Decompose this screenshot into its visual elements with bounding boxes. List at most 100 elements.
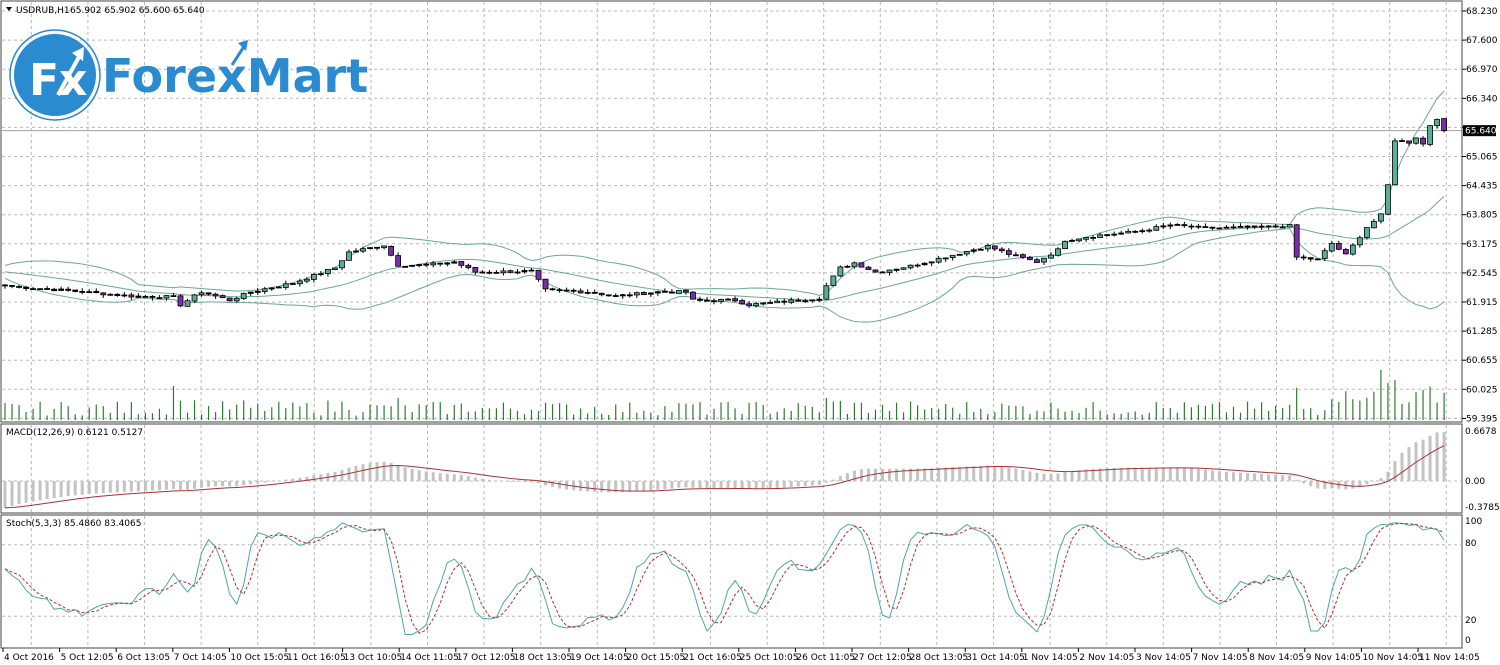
bull-candle-body <box>1286 224 1293 228</box>
bear-candle-body <box>79 291 86 293</box>
bear-candle-body <box>170 295 177 297</box>
candle <box>570 288 577 294</box>
bull-candle-body <box>956 253 963 256</box>
stoch-axis-100: 100 <box>1465 517 1482 527</box>
bull-candle-body <box>514 271 521 274</box>
bull-candle-body <box>654 291 661 294</box>
candle <box>388 245 395 257</box>
candle <box>907 264 914 270</box>
candle <box>65 286 72 292</box>
time-tick-label: 7 Oct 14:05 <box>174 653 227 663</box>
bear-candle-body <box>395 255 402 267</box>
candle <box>633 291 640 298</box>
time-tick-label: 5 Oct 12:05 <box>61 653 114 663</box>
bull-candle-body <box>1385 184 1391 215</box>
bear-candle-body <box>44 288 51 290</box>
candle <box>282 280 289 290</box>
bear-candle-body <box>577 290 584 294</box>
candle <box>697 296 703 302</box>
candle <box>1153 224 1160 231</box>
price-tick-label: 60.025 <box>1466 385 1498 395</box>
bear-candle-body <box>486 271 493 274</box>
candle <box>598 292 605 297</box>
bear-candle-body <box>1279 226 1286 229</box>
candle <box>507 269 514 274</box>
candle <box>37 288 43 291</box>
bear-candle-body <box>872 269 879 273</box>
bull-candle-body <box>851 262 858 268</box>
ohlc-values: 65.902 65.902 65.600 65.640 <box>70 6 205 16</box>
bear-candle-body <box>65 288 72 291</box>
candle <box>837 265 844 278</box>
bull-candle-body <box>325 268 331 275</box>
bear-candle-body <box>374 246 380 249</box>
bull-candle-body <box>1104 234 1111 236</box>
candle <box>963 251 970 257</box>
price-tick-label: 59.395 <box>1466 414 1498 424</box>
bear-candle-body <box>51 288 58 292</box>
bear-candle-body <box>535 269 542 280</box>
bull-candle-body <box>1237 226 1244 228</box>
candle <box>683 289 689 295</box>
dropdown-triangle-icon[interactable] <box>6 7 12 11</box>
time-tick-label: 27 Oct 12:05 <box>853 653 912 663</box>
bull-candle-body <box>240 292 247 300</box>
candle <box>1027 255 1033 261</box>
bear-candle-body <box>914 264 921 267</box>
main-price-panel[interactable] <box>0 0 1463 423</box>
price-tick-label: 63.175 <box>1466 240 1498 250</box>
bear-candle-body <box>9 285 15 287</box>
macd-signal-line <box>4 445 1445 509</box>
bear-candle-body <box>149 296 156 298</box>
candle <box>1427 125 1433 147</box>
macd-panel[interactable] <box>0 423 1463 514</box>
bull-candle-body <box>886 269 893 273</box>
candle <box>584 289 591 295</box>
bull-candle-body <box>409 264 416 267</box>
candle <box>1272 223 1279 229</box>
bull-candle-body <box>907 264 914 269</box>
candle <box>1321 247 1328 262</box>
candle <box>900 267 907 270</box>
candle <box>114 293 121 297</box>
candle <box>956 253 963 256</box>
candle <box>325 268 331 277</box>
candle <box>676 290 682 294</box>
current-price-label: 65.640 <box>1465 127 1497 137</box>
candle <box>998 247 1005 254</box>
bull-candle-body <box>633 292 640 296</box>
time-tick-label: 14 Oct 11:05 <box>400 653 459 663</box>
candle <box>1104 233 1111 237</box>
candle <box>1265 225 1272 230</box>
candle <box>802 298 809 303</box>
bull-candle-body <box>1195 225 1202 228</box>
candle <box>704 297 710 302</box>
candle <box>893 268 900 272</box>
candle <box>851 261 858 269</box>
candle <box>86 289 93 294</box>
bull-candle-body <box>107 293 114 296</box>
bear-candle-body <box>219 295 226 299</box>
candle <box>1160 222 1167 230</box>
macd-indicator <box>3 431 1446 509</box>
bear-candle-body <box>991 245 998 250</box>
bull-candle-body <box>935 257 942 263</box>
bull-candle-body <box>900 267 907 270</box>
time-tick-label: 2 Nov 14:05 <box>1079 653 1134 663</box>
bull-candle-body <box>163 295 170 299</box>
stoch-panel[interactable] <box>0 514 1463 649</box>
candle <box>486 270 493 275</box>
price-tick-label: 68.230 <box>1466 7 1498 17</box>
candle <box>226 297 233 302</box>
bull-candle-body <box>1427 125 1433 145</box>
candle <box>332 267 338 271</box>
bull-candle-body <box>261 288 268 292</box>
bull-candle-body <box>1097 234 1104 238</box>
bear-candle-body <box>858 262 865 268</box>
bear-candle-body <box>690 291 696 300</box>
time-tick-label: 9 Nov 14:05 <box>1306 653 1361 663</box>
bull-candle-body <box>1378 213 1384 222</box>
bull-candle-body <box>289 283 296 285</box>
candle <box>984 243 991 252</box>
